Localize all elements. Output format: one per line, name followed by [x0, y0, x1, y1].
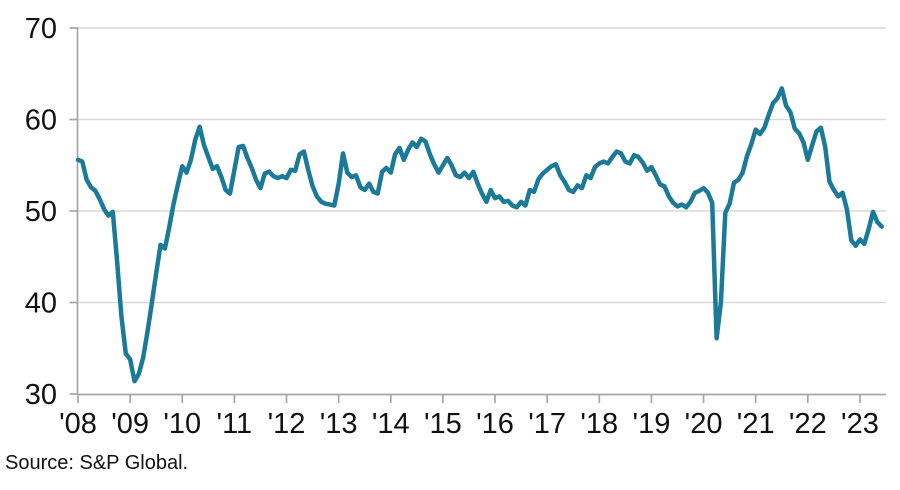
x-axis-label-08: '08	[59, 408, 97, 440]
x-axis-label-23: '23	[841, 408, 879, 440]
y-axis-label-60: 60	[25, 105, 57, 137]
x-axis-label-11: '11	[217, 408, 253, 440]
y-axis-label-50: 50	[25, 196, 57, 228]
x-axis-label-17: '17	[528, 408, 566, 440]
x-axis-label-14: '14	[372, 408, 410, 440]
x-axis-label-16: '16	[476, 408, 514, 440]
pmi-series-line	[75, 86, 884, 384]
x-axis-label-18: '18	[580, 408, 618, 440]
x-axis-label-15: '15	[424, 408, 462, 440]
x-axis-label-12: '12	[268, 408, 306, 440]
y-axis-label-40: 40	[25, 288, 57, 320]
x-axis-label-20: '20	[685, 408, 723, 440]
x-axis-label-21: '21	[737, 408, 775, 440]
x-axis-label-13: '13	[320, 408, 358, 440]
x-axis-label-10: '10	[163, 408, 201, 440]
x-axis-label-09: '09	[111, 408, 149, 440]
source-note: Source: S&P Global.	[5, 452, 189, 474]
x-axis-label-19: '19	[633, 408, 671, 440]
y-axis-label-30: 30	[25, 379, 57, 411]
pmi-line-chart: 70 60 50 40 30'08 '09 '10 '11 '12 '13 '14 '15 '16 '17…	[25, 13, 886, 440]
x-axis-label-22: '22	[789, 408, 827, 440]
y-axis-label-70: 70	[25, 13, 57, 45]
